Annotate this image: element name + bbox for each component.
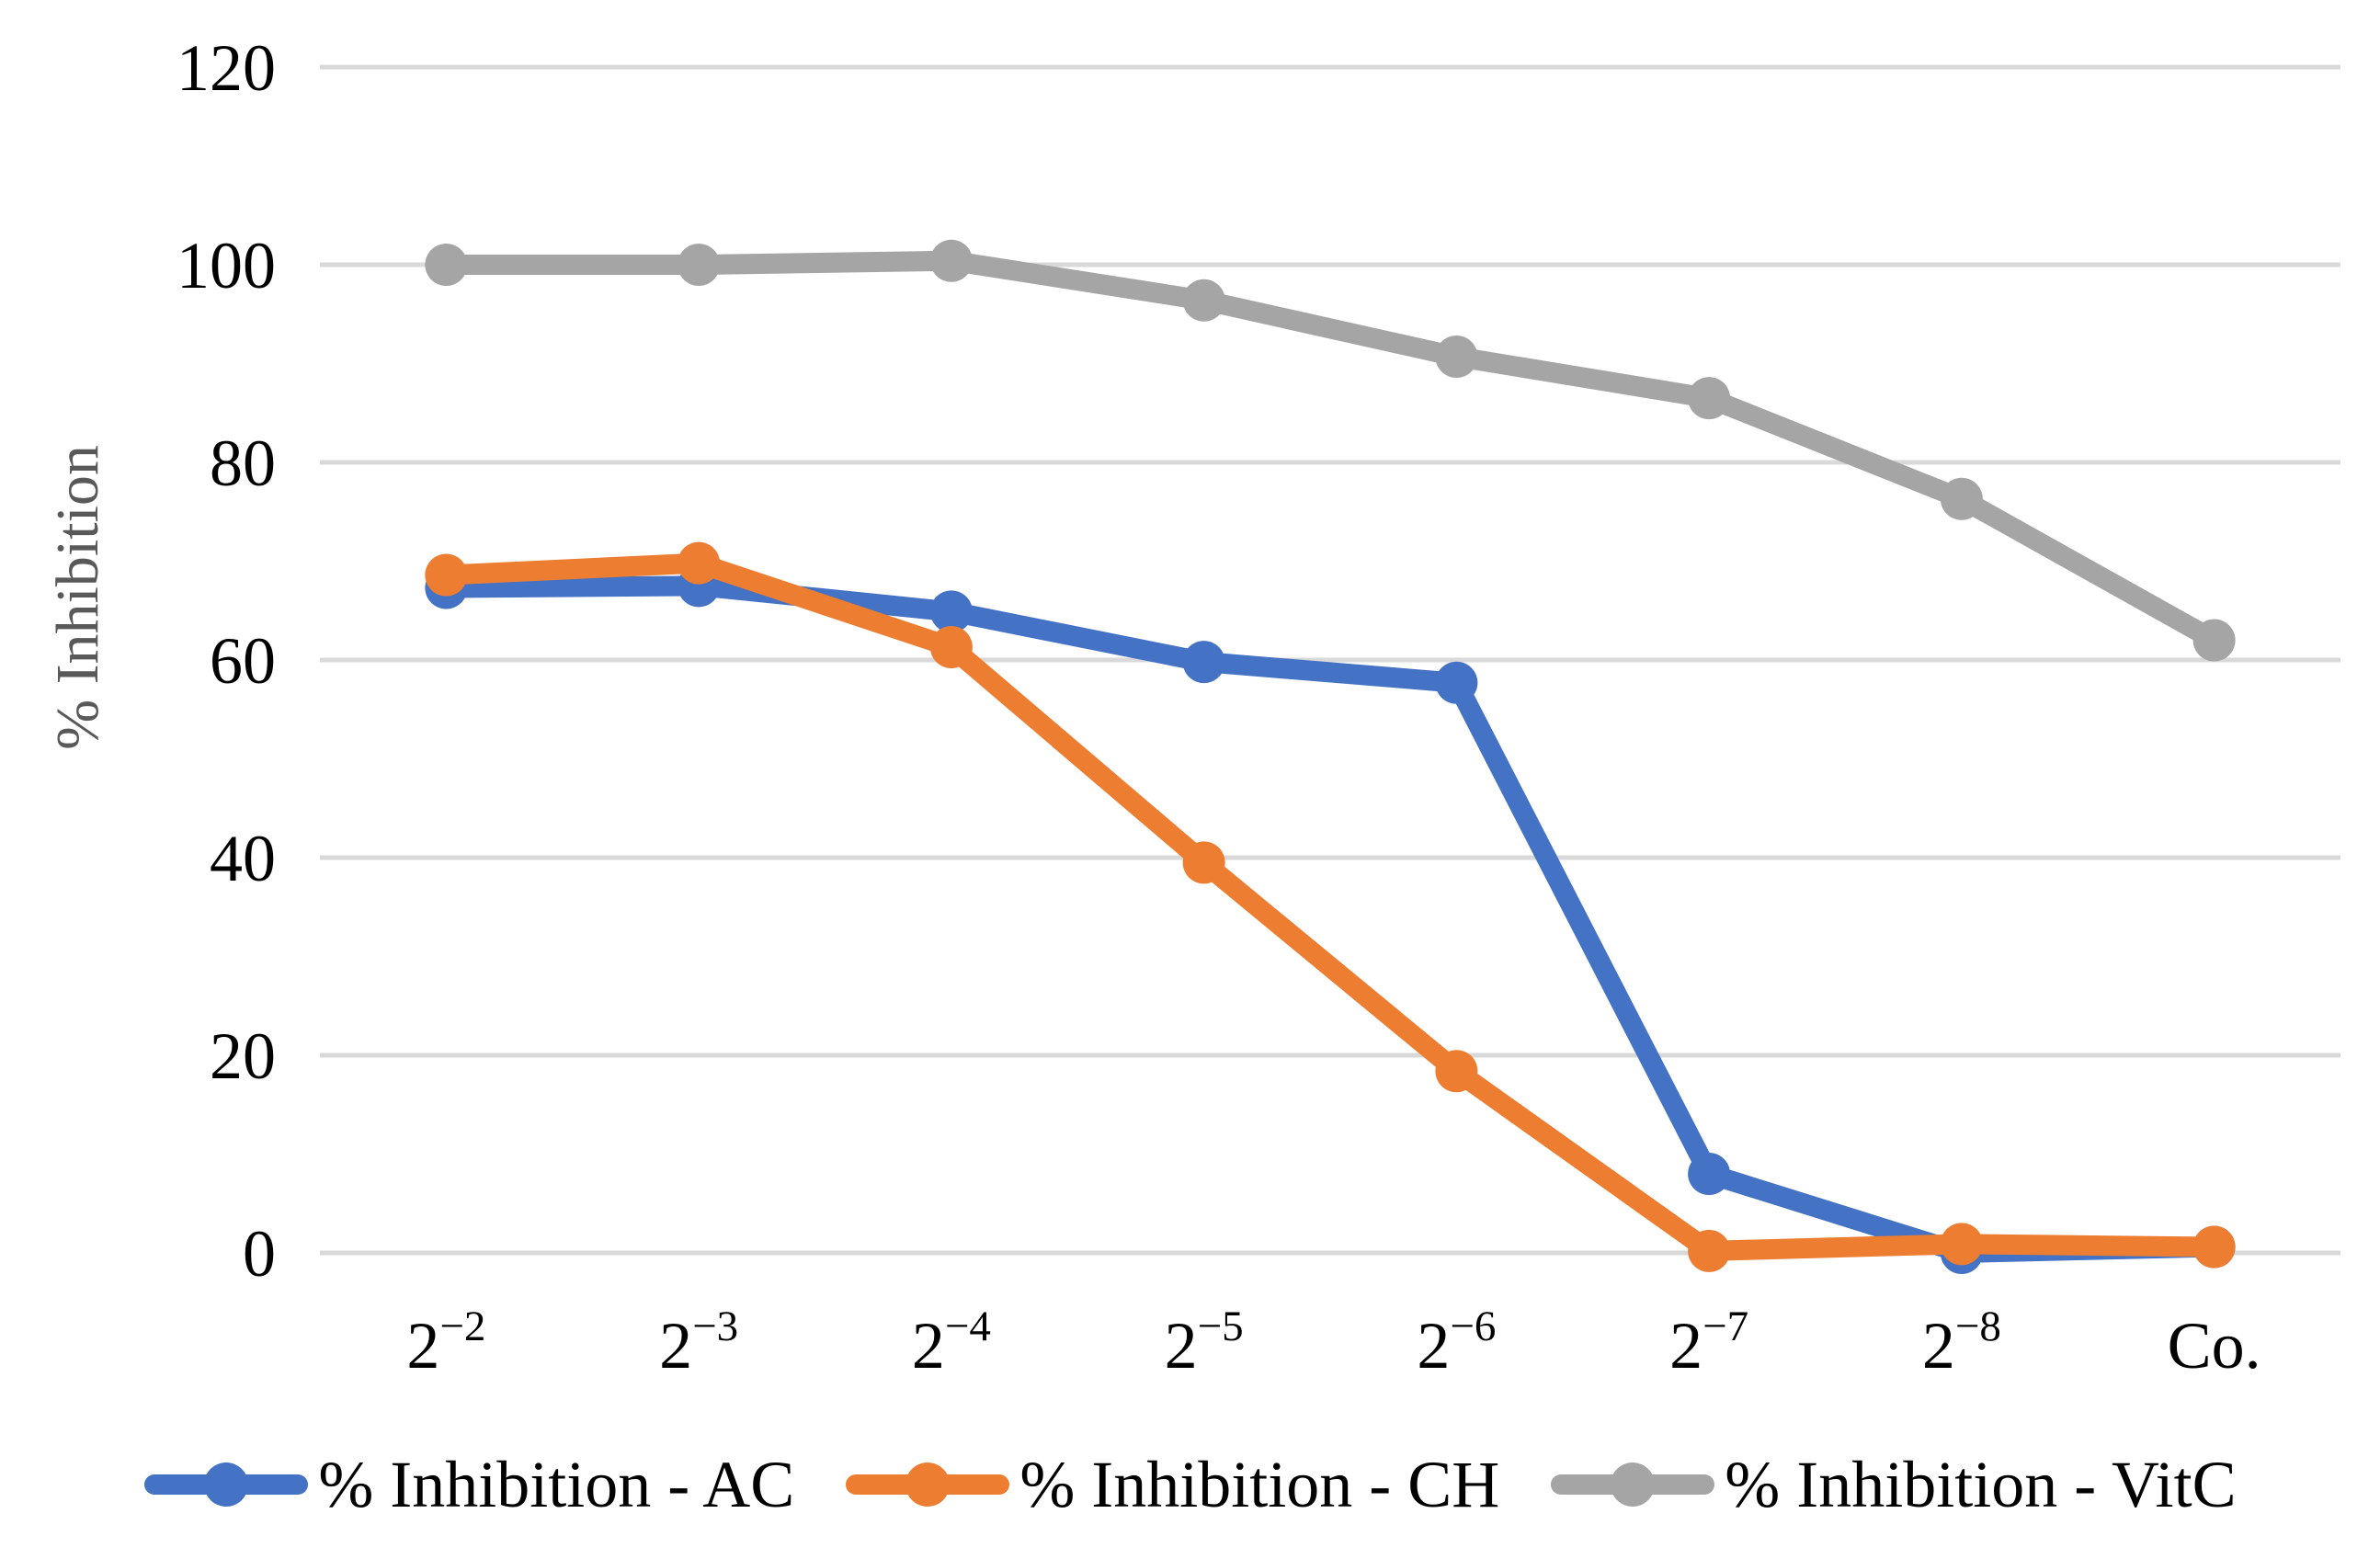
legend-line-marker-icon xyxy=(1551,1462,1715,1507)
data-point-marker xyxy=(1688,377,1731,420)
y-axis-tick-label: 100 xyxy=(177,229,276,302)
legend-label: % Inhibition - CH xyxy=(1019,1447,1500,1521)
data-point-marker xyxy=(425,244,468,286)
data-point-marker xyxy=(2192,619,2236,662)
y-axis-tick-label: 40 xyxy=(210,822,276,895)
data-point-marker xyxy=(1182,279,1225,322)
data-point-marker xyxy=(2192,1225,2236,1269)
x-axis-tick-label: Co. xyxy=(2168,1309,2261,1383)
legend-dot-icon xyxy=(204,1462,249,1507)
legend-item: % Inhibition - VitC xyxy=(1550,1447,2237,1523)
legend-item: % Inhibition - AC xyxy=(143,1447,794,1523)
x-axis-tick-label: 2−8 xyxy=(1922,1303,2001,1383)
legend-line-marker-icon xyxy=(846,1462,1010,1507)
series-line xyxy=(436,250,2225,651)
legend-item: % Inhibition - CH xyxy=(845,1447,1499,1523)
x-axis-tick-label: 2−6 xyxy=(1417,1303,1496,1383)
y-axis-tick-label: 0 xyxy=(243,1217,276,1291)
x-axis-tick-label: 2−5 xyxy=(1165,1303,1244,1383)
data-point-marker xyxy=(425,553,468,597)
y-axis-tick-label: 120 xyxy=(177,31,276,105)
x-axis-tick-label: 2−2 xyxy=(406,1303,485,1383)
data-point-marker xyxy=(1940,1223,1983,1266)
data-point-marker xyxy=(1435,1050,1478,1093)
legend-line-marker-icon xyxy=(144,1462,309,1507)
legend-dot-icon xyxy=(905,1462,951,1507)
legend: % Inhibition - AC % Inhibition - CH % Inhi… xyxy=(0,1434,2380,1535)
x-axis-tick-label: 2−4 xyxy=(912,1303,991,1383)
data-point-marker xyxy=(1182,841,1225,884)
data-point-marker xyxy=(1182,641,1225,684)
y-axis-tick-label: 80 xyxy=(210,427,276,500)
y-axis-tick-label: 60 xyxy=(210,624,276,698)
legend-label: % Inhibition - AC xyxy=(318,1447,795,1521)
series-line xyxy=(436,552,2225,1261)
data-point-marker xyxy=(678,244,721,286)
series-line xyxy=(436,575,2225,1263)
data-point-marker xyxy=(929,626,973,669)
data-point-marker xyxy=(1940,477,1983,520)
data-point-marker xyxy=(929,590,973,633)
legend-dot-icon xyxy=(1611,1462,1656,1507)
x-axis-tick-label: 2−3 xyxy=(659,1303,738,1383)
data-point-marker xyxy=(1435,335,1478,378)
legend-label: % Inhibition - VitC xyxy=(1725,1447,2237,1521)
y-axis-tick-label: 20 xyxy=(210,1019,276,1093)
data-point-marker xyxy=(1435,661,1478,704)
y-axis-title: % Inhibition xyxy=(44,445,111,750)
data-point-marker xyxy=(678,541,721,585)
data-point-marker xyxy=(1688,1153,1731,1195)
x-axis-tick-label: 2−7 xyxy=(1669,1303,1748,1383)
data-point-marker xyxy=(1688,1229,1731,1272)
data-point-marker xyxy=(929,239,973,282)
